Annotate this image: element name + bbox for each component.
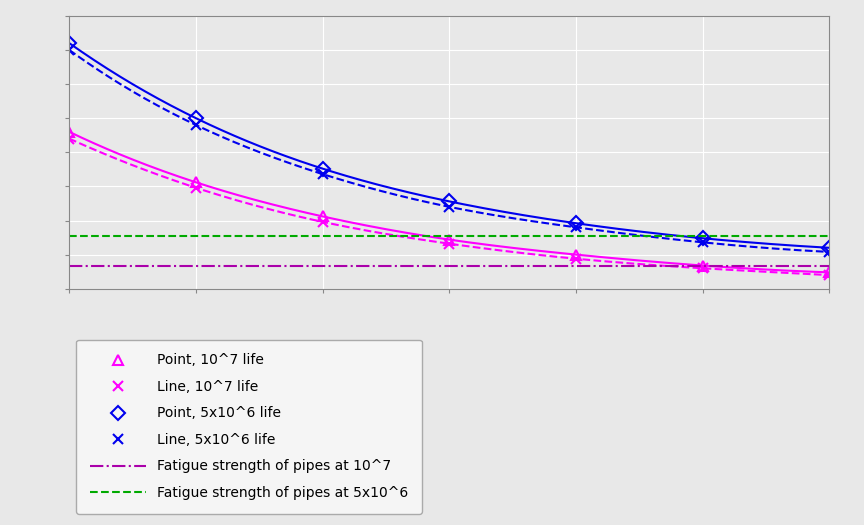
Line: Line, 10^7 life: Line, 10^7 life xyxy=(64,134,835,280)
Point, 5x10^6 life xyxy=(824,245,835,251)
Point, 10^7 life xyxy=(317,213,327,219)
Point, 5x10^6 life xyxy=(191,115,201,121)
Line, 10^7 life xyxy=(317,219,327,225)
Line, 10^7 life xyxy=(571,256,581,262)
Line, 5x10^6 life xyxy=(191,122,201,128)
Line, 10^7 life xyxy=(444,240,454,247)
Point, 10^7 life xyxy=(697,262,708,269)
Line: Line, 5x10^6 life: Line, 5x10^6 life xyxy=(64,45,835,257)
Line, 10^7 life xyxy=(824,272,835,278)
Point, 5x10^6 life xyxy=(64,40,74,46)
Point, 5x10^6 life xyxy=(317,165,327,172)
Legend: Point, 10^7 life, Line, 10^7 life, Point, 5x10^6 life, Line, 5x10^6 life, Fatigu: Point, 10^7 life, Line, 10^7 life, Point… xyxy=(76,340,422,514)
Line, 10^7 life xyxy=(697,265,708,271)
Line: Point, 5x10^6 life: Point, 5x10^6 life xyxy=(64,38,835,253)
Line, 5x10^6 life xyxy=(697,239,708,246)
Point, 10^7 life xyxy=(824,269,835,276)
Line, 5x10^6 life xyxy=(317,171,327,177)
Line, 5x10^6 life xyxy=(824,249,835,255)
Point, 10^7 life xyxy=(571,251,581,258)
Point, 5x10^6 life xyxy=(697,235,708,242)
Line: Point, 10^7 life: Point, 10^7 life xyxy=(64,127,835,277)
Point, 10^7 life xyxy=(191,179,201,185)
Line, 5x10^6 life xyxy=(64,47,74,53)
Point, 10^7 life xyxy=(64,129,74,135)
Fatigue strength of pipes at 10^7 xyxy=(64,262,74,269)
Line, 5x10^6 life xyxy=(571,224,581,230)
Point, 10^7 life xyxy=(444,236,454,243)
Line, 10^7 life xyxy=(191,185,201,191)
Line, 5x10^6 life xyxy=(444,204,454,210)
Point, 5x10^6 life xyxy=(444,198,454,205)
Fatigue strength of pipes at 5x10^6 xyxy=(191,233,201,239)
Line, 10^7 life xyxy=(64,135,74,142)
Fatigue strength of pipes at 10^7 xyxy=(191,262,201,269)
Point, 5x10^6 life xyxy=(571,220,581,226)
Fatigue strength of pipes at 5x10^6 xyxy=(64,233,74,239)
